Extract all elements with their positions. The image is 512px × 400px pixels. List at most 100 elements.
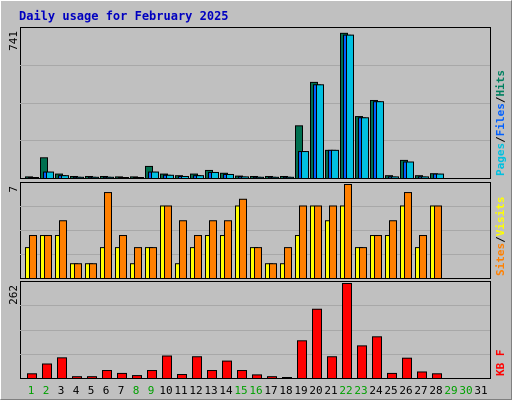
bar-sites-day-1 bbox=[29, 235, 37, 279]
bar-sites-day-4 bbox=[74, 263, 82, 280]
chart-title: Daily usage for February 2025 bbox=[19, 9, 229, 23]
bar-pages-day-2 bbox=[46, 171, 54, 179]
x-tick-label-day-15: 15 bbox=[234, 384, 247, 397]
bar-sites-day-17 bbox=[269, 263, 277, 280]
bar-pages-day-3 bbox=[61, 175, 69, 180]
bar-sites-day-15 bbox=[239, 198, 247, 279]
legend-entry: Sites bbox=[494, 243, 507, 276]
x-tick-label-day-22: 22 bbox=[339, 384, 352, 397]
x-tick-label-day-26: 26 bbox=[399, 384, 412, 397]
x-tick-label-day-9: 9 bbox=[148, 384, 155, 397]
x-tick-label-day-24: 24 bbox=[369, 384, 383, 397]
bar-pages-day-12 bbox=[196, 175, 204, 180]
bar-kbytes-day-2 bbox=[42, 363, 52, 380]
bar-kbytes-day-3 bbox=[57, 357, 67, 379]
bar-pages-day-1 bbox=[31, 177, 39, 179]
bar-kbytes-day-12 bbox=[192, 356, 202, 379]
bar-kbytes-day-10 bbox=[162, 355, 172, 379]
x-tick-label-day-27: 27 bbox=[414, 384, 427, 397]
x-tick-label-day-3: 3 bbox=[58, 384, 65, 397]
bar-sites-day-9 bbox=[149, 247, 157, 280]
bar-pages-day-5 bbox=[91, 176, 99, 179]
x-tick-label-day-7: 7 bbox=[118, 384, 125, 397]
bar-sites-day-16 bbox=[254, 247, 262, 280]
bar-pages-day-4 bbox=[76, 176, 84, 179]
x-tick-label-day-21: 21 bbox=[324, 384, 337, 397]
bar-kbytes-day-18 bbox=[282, 377, 292, 379]
bar-pages-day-9 bbox=[151, 171, 159, 179]
bar-kbytes-day-27 bbox=[417, 371, 427, 380]
y-max-label: 7 bbox=[7, 186, 20, 193]
bar-sites-day-19 bbox=[299, 205, 307, 279]
bar-sites-day-27 bbox=[419, 235, 427, 279]
x-tick-label-day-17: 17 bbox=[264, 384, 277, 397]
bar-pages-day-24 bbox=[376, 101, 384, 179]
x-tick-label-day-25: 25 bbox=[384, 384, 397, 397]
bar-kbytes-day-8 bbox=[132, 375, 142, 380]
bar-sites-day-3 bbox=[59, 220, 67, 279]
x-tick-label-day-19: 19 bbox=[294, 384, 307, 397]
legend-entry: Files bbox=[494, 103, 507, 136]
bar-pages-day-13 bbox=[211, 171, 219, 179]
bar-sites-day-12 bbox=[194, 235, 202, 279]
legend-entry: Hits bbox=[494, 70, 507, 97]
y-max-label: 741 bbox=[7, 31, 20, 51]
x-tick-label-day-13: 13 bbox=[204, 384, 217, 397]
bar-kbytes-day-17 bbox=[267, 376, 277, 379]
bar-pages-day-23 bbox=[361, 117, 369, 180]
bar-sites-day-14 bbox=[224, 220, 232, 279]
bar-kbytes-day-5 bbox=[87, 376, 97, 379]
x-tick-label-day-5: 5 bbox=[88, 384, 95, 397]
bar-kbytes-day-9 bbox=[147, 370, 157, 379]
bar-kbytes-day-25 bbox=[387, 372, 397, 380]
bar-sites-day-8 bbox=[134, 247, 142, 280]
bar-sites-day-7 bbox=[119, 235, 127, 279]
bar-pages-day-17 bbox=[271, 176, 279, 179]
x-tick-label-day-31: 31 bbox=[474, 384, 487, 397]
panel-top: 741 Pages/Files/Hits bbox=[7, 27, 507, 180]
legend: Pages/Files/Hits bbox=[494, 70, 507, 176]
bar-pages-day-20 bbox=[316, 84, 324, 179]
bar-sites-day-2 bbox=[44, 235, 52, 279]
legend: KB F bbox=[494, 350, 507, 377]
x-tick-label-day-16: 16 bbox=[249, 384, 262, 397]
x-tick-label-day-10: 10 bbox=[159, 384, 172, 397]
bar-kbytes-day-14 bbox=[222, 360, 232, 380]
bar-pages-day-16 bbox=[256, 176, 264, 179]
bar-pages-day-6 bbox=[106, 176, 114, 179]
bar-sites-day-24 bbox=[374, 235, 382, 279]
bar-kbytes-day-11 bbox=[177, 374, 187, 379]
bar-sites-day-5 bbox=[89, 263, 97, 280]
x-tick-label-day-29: 29 bbox=[444, 384, 457, 397]
bar-sites-day-18 bbox=[284, 247, 292, 280]
bar-kbytes-day-6 bbox=[102, 370, 112, 379]
bar-kbytes-day-22 bbox=[342, 283, 352, 379]
x-tick-label-day-28: 28 bbox=[429, 384, 442, 397]
bar-kbytes-day-1 bbox=[27, 373, 37, 379]
panel-middle: 7 Sites/Visits bbox=[7, 182, 507, 280]
bar-pages-day-10 bbox=[166, 174, 174, 180]
x-tick-label-day-14: 14 bbox=[219, 384, 233, 397]
legend-entry: KB F bbox=[494, 350, 507, 377]
bar-pages-day-25 bbox=[391, 176, 399, 179]
bar-sites-day-13 bbox=[209, 220, 217, 279]
bar-pages-day-11 bbox=[181, 175, 189, 179]
bar-kbytes-day-28 bbox=[432, 373, 442, 379]
x-tick-label-day-20: 20 bbox=[309, 384, 322, 397]
bar-pages-day-26 bbox=[406, 161, 414, 180]
bar-kbytes-day-21 bbox=[327, 356, 337, 379]
x-tick-label-day-2: 2 bbox=[43, 384, 50, 397]
legend-entry: / bbox=[494, 96, 507, 103]
bar-pages-day-18 bbox=[286, 176, 294, 179]
bar-sites-day-21 bbox=[329, 205, 337, 279]
bar-pages-day-28 bbox=[436, 173, 444, 179]
bar-kbytes-day-15 bbox=[237, 370, 247, 379]
bar-pages-day-7 bbox=[121, 177, 129, 179]
x-tick-label-day-11: 11 bbox=[174, 384, 187, 397]
x-tick-label-day-1: 1 bbox=[28, 384, 35, 397]
bar-pages-day-19 bbox=[301, 151, 309, 179]
bar-sites-day-26 bbox=[404, 192, 412, 279]
bar-pages-day-8 bbox=[136, 177, 144, 179]
